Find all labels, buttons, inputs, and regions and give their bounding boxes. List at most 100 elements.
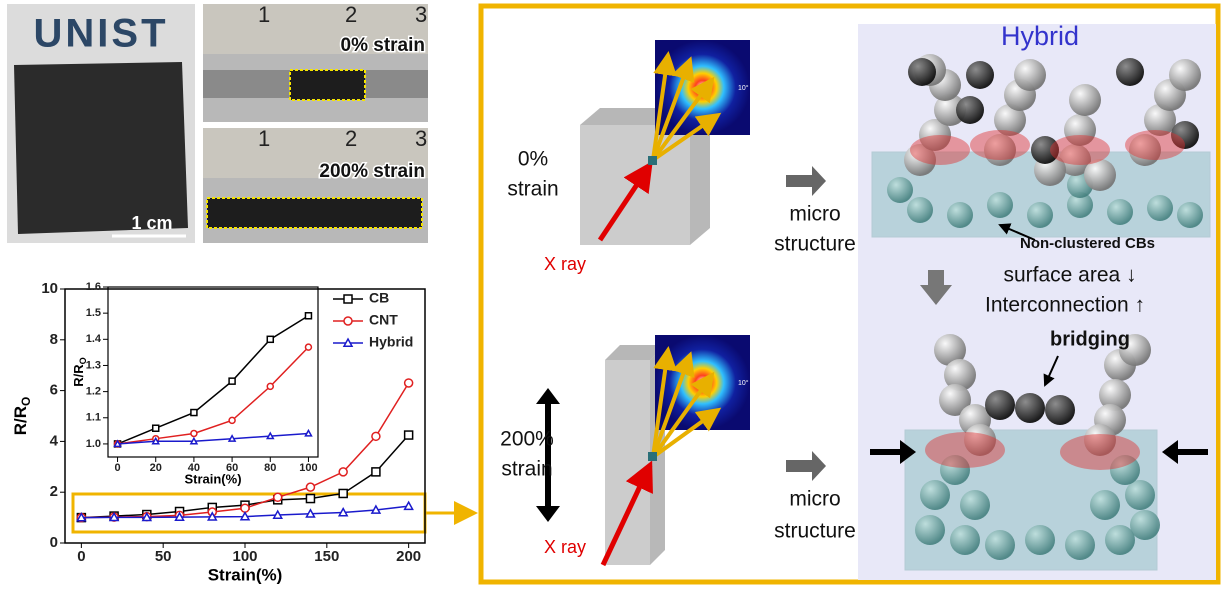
particle [1125,480,1155,510]
particle [1129,134,1161,166]
data-point [304,343,313,351]
particle [1169,59,1201,91]
data-point [228,416,236,425]
sample-block [605,345,665,360]
data-point [403,430,414,440]
particle [1105,525,1135,555]
particle [1014,59,1046,91]
data-point [370,504,382,514]
x-tick-label: 0 [77,548,85,565]
arrow-label: micro [789,488,840,511]
particle [1177,202,1203,228]
data-point [403,500,414,511]
particle [939,384,971,416]
series-line [117,315,309,445]
y-axis-label: R/R [71,364,86,387]
particle [1064,114,1096,146]
y-axis-label-sub: O [19,397,33,406]
particle [987,192,1013,218]
x-tick-label: 60 [226,462,238,474]
particle [1107,199,1133,225]
particle [960,490,990,520]
legend-marker [343,294,353,304]
plot-frame [107,286,319,458]
sample-strip [206,197,423,229]
arrow-label: structure [774,233,856,256]
x-tick-label: 20 [150,462,162,474]
effect: Interconnection ↑ [985,294,1145,317]
ruler-mark: 2 [345,126,357,151]
particle [1084,159,1116,191]
particle [1069,84,1101,116]
data-point [113,439,122,448]
particle [966,61,994,89]
data-point [371,467,381,477]
xray-beam [600,460,653,567]
data-point [338,467,348,477]
contact-region [925,432,1005,468]
strain-label: 0% strain [341,35,425,56]
x-tick-label: 80 [264,462,276,474]
data-point [305,508,316,518]
y-tick-label: 1.3 [86,359,101,371]
scale-label: 1 cm [131,213,172,233]
xray-label: X ray [544,254,586,274]
y-tick-label: 4 [50,432,59,449]
strain-label: 200% strain [319,161,425,182]
data-point [76,512,87,522]
y-axis-label: R/RO [11,397,33,436]
x-tick-label: 50 [155,548,172,565]
particle [1090,490,1120,520]
particles [887,54,1203,560]
y-tick-label: 1.1 [86,412,101,424]
data-point [266,335,275,344]
particle [1130,510,1160,540]
diffracted-beam [651,56,695,161]
y-tick-label: 1.4 [86,333,102,345]
data-point [189,436,199,445]
contact-region [1050,135,1110,165]
chart: 1.0 1.1 1.2 1.3 1.4 1.5 1.6 0 20 40 60 80 100 Strain(… [71,281,319,486]
x-axis-label: Strain(%) [208,565,283,584]
diffracted-beam [651,371,715,459]
x-tick-label: 100 [232,548,257,565]
beam-spot [648,156,657,165]
particle [908,58,936,86]
contact-region [910,135,970,165]
x-tick-label: 0 [114,462,120,474]
photos: UNIST 1 cm 1 2 3 0% strain 1 2 3 200% st… [7,2,428,243]
data-point [337,506,349,517]
particle [1116,58,1144,86]
contact-region [1060,434,1140,470]
particle [944,359,976,391]
particle [1084,424,1116,456]
data-point [240,503,250,513]
contact-region [970,130,1030,160]
particle [1119,334,1151,366]
diffracted-beam [651,76,715,162]
diffracted-beam [651,407,722,459]
ruler [203,128,428,178]
x-tick-label: 200 [396,548,421,565]
angle-label: 10° [738,84,749,92]
xray-label: X ray [544,537,586,557]
data-point [190,408,198,417]
data-point [206,511,218,521]
compression-arrow [900,440,916,464]
particle [1065,530,1095,560]
legend-marker [342,337,354,347]
annotation-arrow [1043,355,1059,387]
data-point [266,382,275,391]
y-tick-label: 1.5 [86,307,101,319]
particle [956,96,984,124]
particle [1027,202,1053,228]
bridging-label: bridging [1050,328,1130,350]
particle [1110,455,1140,485]
logo: UNIST [34,12,169,56]
particle [907,197,933,223]
particle [934,94,966,126]
diffracted-beam [651,51,678,161]
